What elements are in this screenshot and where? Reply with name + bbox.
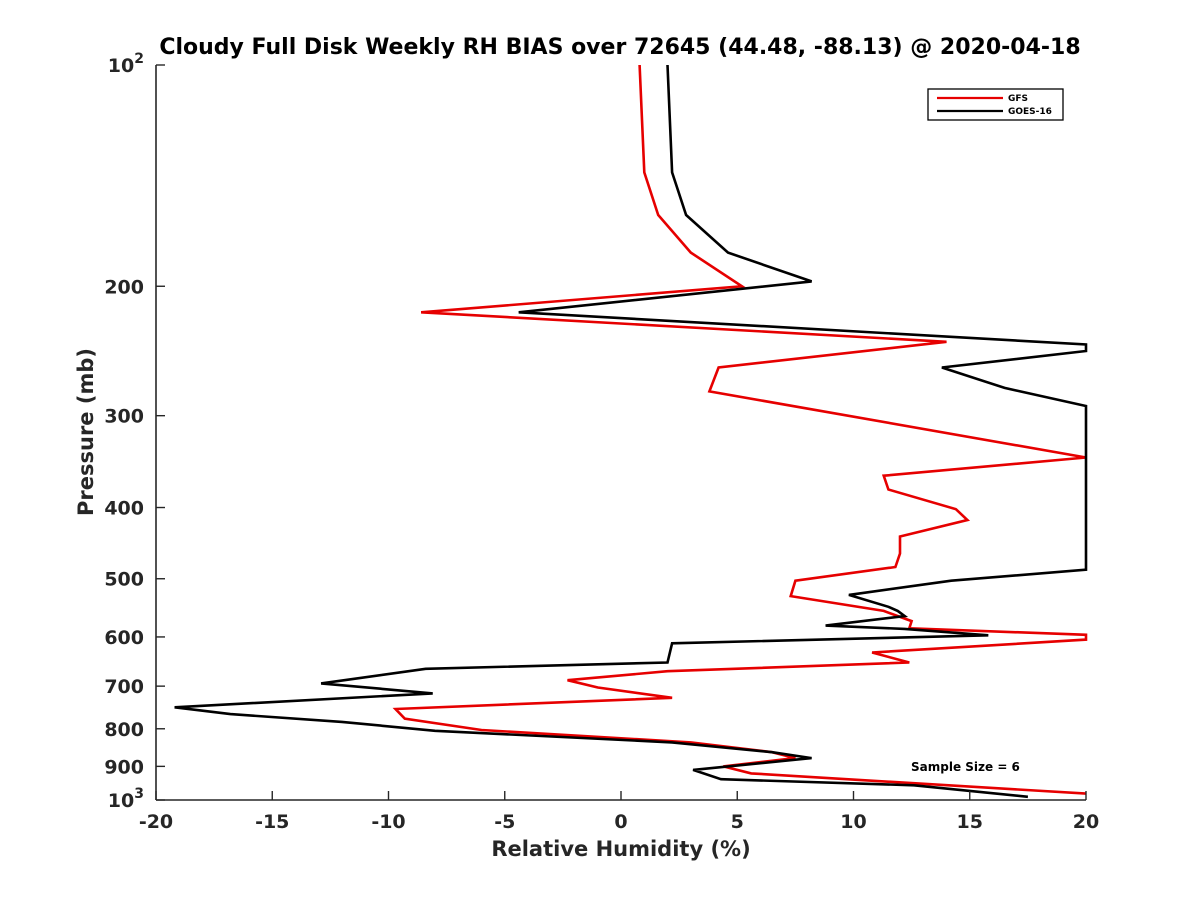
x-tick-label: 0 bbox=[614, 811, 627, 833]
legend-box bbox=[927, 88, 1064, 121]
x-tick-label: 20 bbox=[1073, 811, 1099, 833]
y-tick-label: 800 bbox=[104, 719, 144, 741]
y-axis-label: Pressure (mb) bbox=[74, 348, 98, 516]
x-tick-label: -15 bbox=[255, 811, 289, 833]
legend-label-gfs: GFS bbox=[1008, 94, 1028, 104]
series-line-gfs bbox=[392, 64, 1088, 795]
x-tick-label: 5 bbox=[731, 811, 744, 833]
y-tick-label: 700 bbox=[104, 676, 144, 698]
chart-title: Cloudy Full Disk Weekly RH BIAS over 726… bbox=[159, 35, 1080, 60]
x-ticks: -20 -15 -10 -5 0 5 10 15 20 bbox=[139, 791, 1099, 833]
legend-label-goes: GOES-16 bbox=[1008, 107, 1052, 117]
series-group bbox=[174, 64, 1088, 799]
y-tick-label: 900 bbox=[104, 756, 144, 778]
x-tick-label: 15 bbox=[957, 811, 983, 833]
x-tick-label: 10 bbox=[840, 811, 866, 833]
x-tick-label: -5 bbox=[494, 811, 515, 833]
x-tick-label: -10 bbox=[371, 811, 405, 833]
y-tick-label: 500 bbox=[104, 569, 144, 591]
y-tick-label: 600 bbox=[104, 627, 144, 649]
y-tick-label: 102 bbox=[108, 51, 144, 77]
series-line-goes-16 bbox=[174, 64, 1088, 799]
y-ticks: 102 200 300 400 500 600 700 800 900 103 bbox=[104, 51, 165, 812]
y-tick-label: 200 bbox=[104, 276, 144, 298]
y-tick-label: 300 bbox=[104, 406, 144, 428]
x-axis-label: Relative Humidity (%) bbox=[491, 837, 750, 861]
y-tick-label: 103 bbox=[108, 786, 144, 812]
y-tick-label: 400 bbox=[104, 498, 144, 520]
legend: GFS GOES-16 bbox=[927, 88, 1064, 121]
sample-size-annotation: Sample Size = 6 bbox=[911, 760, 1020, 774]
plot-frame bbox=[156, 65, 1086, 800]
x-tick-label: -20 bbox=[139, 811, 173, 833]
